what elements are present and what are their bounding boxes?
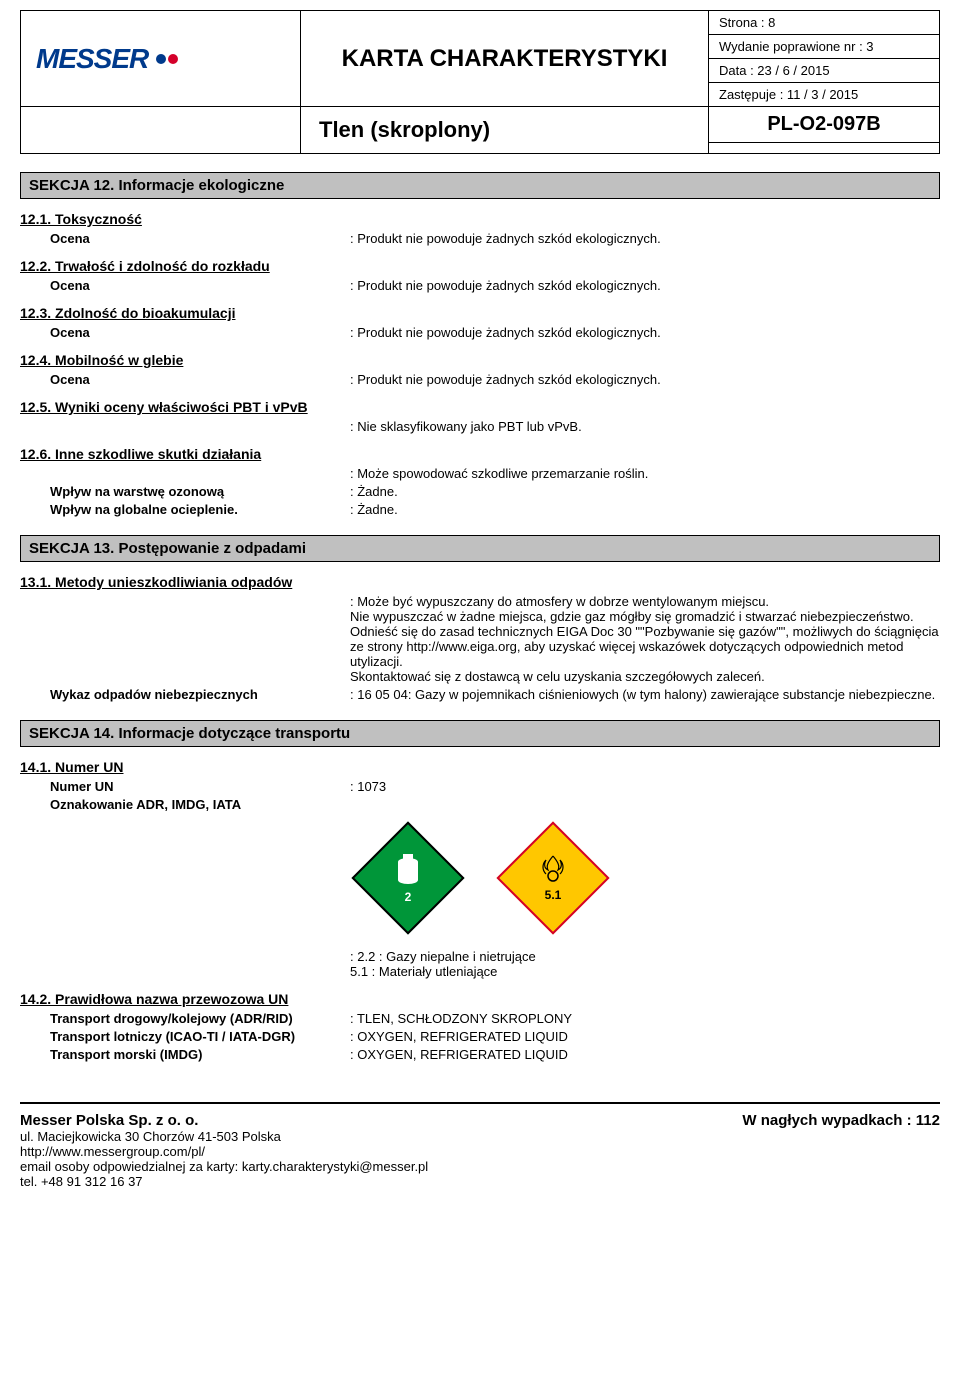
meta-revision: Wydanie poprawione nr : 3: [709, 35, 939, 59]
placard-yellow-num: 5.1: [544, 888, 561, 902]
s12-4-heading: 12.4. Mobilność w glebie: [20, 352, 940, 368]
s14-1-heading: 14.1. Numer UN: [20, 759, 940, 775]
s13-1-waste-value: : 16 05 04: Gazy w pojemnikach ciśnienio…: [350, 687, 940, 702]
s12-3-label: Ocena: [50, 325, 350, 340]
road-value: : TLEN, SCHŁODZONY SKROPLONY: [350, 1011, 940, 1026]
section12-title: SEKCJA 12. Informacje ekologiczne: [20, 172, 940, 199]
s12-3-value: : Produkt nie powoduje żadnych szkód eko…: [350, 325, 940, 340]
s12-1-heading: 12.1. Toksyczność: [20, 211, 940, 227]
logo-text: MESSER: [36, 43, 148, 75]
s12-5-value: : Nie sklasyfikowany jako PBT lub vPvB.: [350, 419, 940, 434]
s12-6-ozone-value: : Żadne.: [350, 484, 940, 499]
s12-2-value: : Produkt nie powoduje żadnych szkód eko…: [350, 278, 940, 293]
s12-2-label: Ocena: [50, 278, 350, 293]
footer-emergency: W nagłych wypadkach : 112: [742, 1112, 940, 1189]
s13-1-heading: 13.1. Metody unieszkodliwiania odpadów: [20, 574, 940, 590]
footer-company: Messer Polska Sp. z o. o.: [20, 1112, 428, 1129]
flame-over-circle-icon: [538, 854, 568, 884]
s12-1-value: : Produkt nie powoduje żadnych szkód eko…: [350, 231, 940, 246]
air-value: : OXYGEN, REFRIGERATED LIQUID: [350, 1029, 940, 1044]
s12-2-heading: 12.2. Trwałość i zdolność do rozkładu: [20, 258, 940, 274]
s13-1-body: : Może być wypuszczany do atmosfery w do…: [350, 594, 940, 684]
air-label: Transport lotniczy (ICAO-TI / IATA-DGR): [50, 1029, 350, 1044]
footer-url: http://www.messergroup.com/pl/: [20, 1144, 428, 1159]
s12-3-heading: 12.3. Zdolność do bioakumulacji: [20, 305, 940, 321]
placard-oxidizer-icon: 5.1: [496, 821, 609, 934]
meta-date: Data : 23 / 6 / 2015: [709, 59, 939, 83]
hazard-classes: 2.2 : Gazy niepalne i nietrujące 5.1 : M…: [350, 949, 536, 979]
road-label: Transport drogowy/kolejowy (ADR/RID): [50, 1011, 350, 1026]
s12-6-line1: : Może spowodować szkodliwe przemarzanie…: [350, 466, 940, 481]
footer-tel: tel. +48 91 312 16 37: [20, 1174, 428, 1189]
un-value: : 1073: [350, 779, 940, 794]
logo-cell: MESSER: [21, 11, 301, 106]
s12-4-label: Ocena: [50, 372, 350, 387]
s12-5-heading: 12.5. Wyniki oceny właściwości PBT i vPv…: [20, 399, 940, 415]
s13-1-waste-label: Wykaz odpadów niebezpiecznych: [50, 687, 350, 702]
sea-label: Transport morski (IMDG): [50, 1047, 350, 1062]
un-label: Numer UN: [50, 779, 350, 794]
s12-6-warming-value: : Żadne.: [350, 502, 940, 517]
s12-6-warming-label: Wpływ na globalne ocieplenie.: [50, 502, 350, 517]
footer: Messer Polska Sp. z o. o. ul. Maciejkowi…: [20, 1102, 940, 1189]
product-name: Tlen (skroplony): [301, 107, 709, 153]
product-code: PL-O2-097B: [709, 107, 939, 143]
section13-title: SEKCJA 13. Postępowanie z odpadami: [20, 535, 940, 562]
meta-supersedes: Zastępuje : 11 / 3 / 2015: [709, 83, 939, 106]
logo-icon: [156, 54, 178, 64]
s12-1-label: Ocena: [50, 231, 350, 246]
footer-email: email osoby odpowiedzialnej za karty: ka…: [20, 1159, 428, 1174]
footer-address: ul. Maciejkowicka 30 Chorzów 41-503 Pols…: [20, 1129, 428, 1144]
meta-cell: Strona : 8 Wydanie poprawione nr : 3 Dat…: [709, 11, 939, 106]
document-header: MESSER KARTA CHARAKTERYSTYKI Strona : 8 …: [20, 10, 940, 154]
s12-4-value: : Produkt nie powoduje żadnych szkód eko…: [350, 372, 940, 387]
s14-2-heading: 14.2. Prawidłowa nazwa przewozowa UN: [20, 991, 940, 1007]
hazard-placards: 2 5.1: [350, 820, 940, 935]
s12-6-ozone-label: Wpływ na warstwę ozonową: [50, 484, 350, 499]
sea-value: : OXYGEN, REFRIGERATED LIQUID: [350, 1047, 940, 1062]
meta-page: Strona : 8: [709, 11, 939, 35]
s12-6-heading: 12.6. Inne szkodliwe skutki działania: [20, 446, 940, 462]
doc-title: KARTA CHARAKTERYSTYKI: [301, 11, 709, 106]
marking-label: Oznakowanie ADR, IMDG, IATA: [50, 797, 350, 812]
placard-green-num: 2: [404, 890, 411, 904]
gas-cylinder-icon: [393, 852, 423, 886]
placard-nonflammable-gas-icon: 2: [351, 821, 464, 934]
section14-title: SEKCJA 14. Informacje dotyczące transpor…: [20, 720, 940, 747]
